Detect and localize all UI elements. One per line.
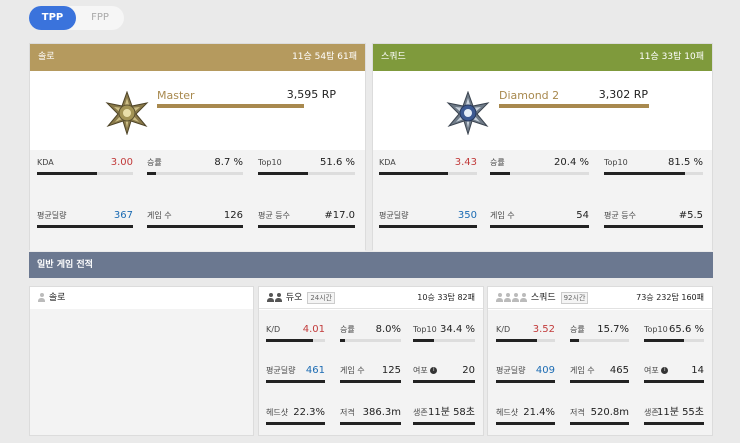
normal-squad-stats: K/D 3.52 승률 15.7% Top10 65.6 % 평균딜량 409 … [488, 310, 712, 435]
stat-snipe: 저격 520.8m [570, 406, 629, 426]
stat-survival: 생존 11분 58초 [413, 406, 475, 426]
normal-solo-title: 솔로 [48, 293, 66, 303]
ranked-squad-rp: 3,302 RP [598, 88, 648, 101]
stat-win-rate: 승률 8.0% [340, 323, 401, 343]
normal-duo-panel: 듀오 24시간 10승 33탑 82패 K/D 4.01 승률 8.0% Top… [258, 286, 484, 436]
stat-solo-kills: 여포 i 20 [413, 364, 475, 384]
stat-snipe: 저격 386.3m [340, 406, 401, 426]
stat-headshot: 헤드샷 21.4% [496, 406, 555, 426]
normal-duo-hours-badge: 24시간 [307, 291, 336, 304]
ranked-solo-stats: KDA 3.00 승률 8.7 % Top10 51.6 % 평균딜량 367 … [30, 150, 365, 251]
normal-solo-empty [30, 309, 253, 435]
stat-avg-damage: 평균딜량 409 [496, 364, 555, 384]
normal-squad-header: 스쿼드 92시간 73승 232탑 160패 [488, 287, 712, 309]
person-icon [38, 293, 45, 302]
stat-solo-kills: 여포 i 14 [644, 364, 704, 384]
normal-duo-stats: K/D 4.01 승률 8.0% Top10 34.4 % 평균딜량 461 게… [259, 310, 483, 435]
stat-kd: K/D 3.52 [496, 323, 555, 343]
master-medal-icon [105, 91, 149, 135]
ranked-solo-header: 솔로 11승 54탑 61패 [30, 44, 365, 71]
stat-games: 게임 수 126 [147, 209, 243, 229]
perspective-tabs: TPP FPP [29, 6, 124, 30]
info-icon[interactable]: i [430, 367, 438, 374]
ranked-solo-rp-bar [157, 104, 304, 108]
ranked-squad-title: 스쿼드 [381, 52, 406, 62]
diamond-medal-icon [446, 91, 490, 135]
stat-survival: 생존 11분 55초 [644, 406, 704, 426]
stat-kd: K/D 4.01 [266, 323, 325, 343]
stat-win-rate: 승률 8.7 % [147, 156, 243, 176]
normal-games-banner: 일반 게임 전적 [29, 252, 713, 278]
ranked-solo-panel: 솔로 11승 54탑 61패 Master 3,595 RP KDA 3.00 … [29, 43, 366, 251]
duo-people-icon [267, 293, 283, 303]
normal-squad-record: 73승 232탑 160패 [636, 293, 704, 302]
stat-top10: Top10 51.6 % [258, 156, 355, 176]
ranked-solo-record: 11승 54탑 61패 [292, 52, 357, 62]
stat-top10: Top10 65.6 % [644, 323, 704, 343]
ranked-squad-header: 스쿼드 11승 33탑 10패 [373, 44, 712, 71]
normal-squad-hours-badge: 92시간 [560, 291, 589, 304]
squad-people-icon [496, 293, 528, 303]
info-icon[interactable]: i [661, 367, 669, 374]
ranked-solo-rank-name: Master [157, 89, 195, 102]
stat-kda: KDA 3.00 [37, 156, 133, 176]
ranked-squad-rp-bar [499, 104, 649, 108]
stat-games: 게임 수 465 [570, 364, 629, 384]
normal-solo-header: 솔로 [30, 287, 253, 309]
ranked-squad-record: 11승 33탑 10패 [639, 52, 704, 62]
stat-win-rate: 승률 20.4 % [490, 156, 589, 176]
tab-tpp[interactable]: TPP [29, 6, 76, 30]
stat-avg-damage: 평균딜량 367 [37, 209, 133, 229]
normal-duo-record: 10승 33탑 82패 [417, 293, 475, 302]
normal-duo-header: 듀오 24시간 10승 33탑 82패 [259, 287, 483, 309]
stat-games: 게임 수 54 [490, 209, 589, 229]
stat-avg-rank: 평균 등수 #17.0 [258, 209, 355, 229]
tab-fpp[interactable]: FPP [91, 12, 109, 23]
ranked-solo-title: 솔로 [38, 52, 55, 62]
stat-top10: Top10 34.4 % [413, 323, 475, 343]
ranked-squad-rank-name: Diamond 2 [499, 89, 560, 102]
stat-avg-damage: 평균딜량 350 [379, 209, 477, 229]
stat-headshot: 헤드샷 22.3% [266, 406, 325, 426]
stat-top10: Top10 81.5 % [604, 156, 703, 176]
stat-kda: KDA 3.43 [379, 156, 477, 176]
normal-squad-title: 스쿼드 [530, 293, 556, 303]
stat-games: 게임 수 125 [340, 364, 401, 384]
normal-duo-title: 듀오 [285, 293, 303, 303]
ranked-squad-panel: 스쿼드 11승 33탑 10패 Diamond 2 3,302 RP KDA 3… [372, 43, 713, 251]
stat-win-rate: 승률 15.7% [570, 323, 629, 343]
normal-squad-panel: 스쿼드 92시간 73승 232탑 160패 K/D 3.52 승률 15.7%… [487, 286, 713, 436]
stat-avg-damage: 평균딜량 461 [266, 364, 325, 384]
normal-solo-panel: 솔로 [29, 286, 254, 436]
ranked-solo-rp: 3,595 RP [286, 88, 336, 101]
ranked-squad-stats: KDA 3.43 승률 20.4 % Top10 81.5 % 평균딜량 350… [373, 150, 712, 251]
stat-avg-rank: 평균 등수 #5.5 [604, 209, 703, 229]
